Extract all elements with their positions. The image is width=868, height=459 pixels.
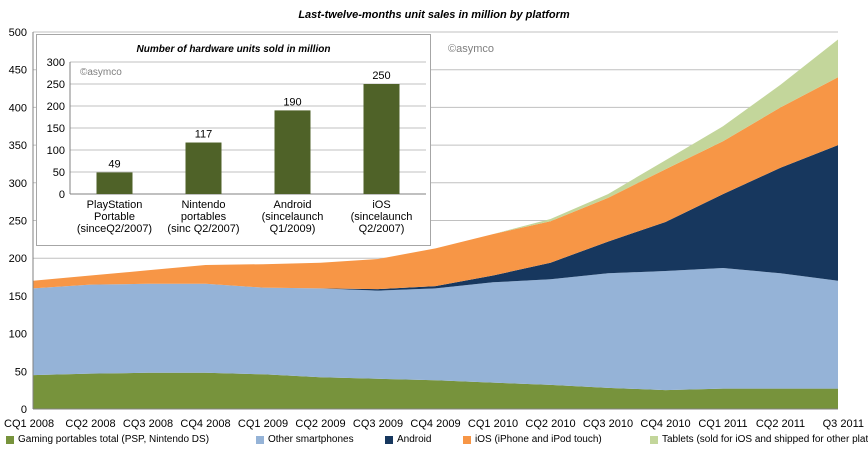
legend-swatch xyxy=(650,435,658,444)
inset-bar-3 xyxy=(363,84,400,194)
inset-category-label: (sincelaunch xyxy=(351,211,413,223)
y-tick-label: 350 xyxy=(9,140,27,152)
y-tick-label: 450 xyxy=(9,65,27,77)
y-tick-label: 0 xyxy=(21,404,27,416)
y-tick-label: 100 xyxy=(9,329,27,341)
legend-item: Other smartphones xyxy=(256,434,354,445)
x-tick-label: CQ1 2009 xyxy=(238,418,288,430)
inset-category-label: Nintendo xyxy=(181,199,225,211)
area-series-3 xyxy=(33,77,838,290)
area-series-1 xyxy=(33,268,838,391)
inset-category-label: (sinceQ2/2007) xyxy=(77,223,152,235)
inset-y-tick-label: 100 xyxy=(47,145,65,157)
inset-category-label: Q1/2009) xyxy=(270,223,316,235)
x-tick-label: CQ1 2010 xyxy=(468,418,518,430)
inset-bar-2 xyxy=(274,110,311,194)
x-tick-label: CQ3 2010 xyxy=(583,418,633,430)
x-tick-label: CQ2 2010 xyxy=(525,418,575,430)
area-series-2 xyxy=(33,145,838,291)
chart-legend: Gaming portables total (PSP, Nintendo DS… xyxy=(6,434,868,450)
inset-y-tick-label: 150 xyxy=(47,123,65,135)
inset-y-tick-label: 0 xyxy=(59,189,65,201)
inset-bar-1 xyxy=(185,142,222,194)
inset-category-label: Android xyxy=(274,199,312,211)
inset-y-tick-label: 50 xyxy=(53,167,65,179)
inset-data-label: 250 xyxy=(372,70,390,82)
area-series-0 xyxy=(33,372,838,409)
legend-swatch xyxy=(385,435,393,444)
chart-title: Last-twelve-months unit sales in million… xyxy=(298,9,570,21)
legend-label: Tablets (sold for iOS and shipped for ot… xyxy=(662,434,868,445)
legend-swatch xyxy=(6,435,14,444)
x-tick-label: CQ4 2008 xyxy=(180,418,230,430)
legend-item: Tablets (sold for iOS and shipped for ot… xyxy=(650,434,868,445)
y-tick-label: 500 xyxy=(9,27,27,39)
inset-category-label: Q2/2007) xyxy=(359,223,405,235)
inset-category-label: PlayStation xyxy=(87,199,143,211)
inset-category-label: (sinc Q2/2007) xyxy=(167,223,239,235)
legend-label: Other smartphones xyxy=(268,434,354,445)
legend-label: iOS (iPhone and iPod touch) xyxy=(475,434,602,445)
legend-item: Android xyxy=(385,434,431,445)
x-tick-label: CQ3 2008 xyxy=(123,418,173,430)
x-tick-label: CQ4 2010 xyxy=(640,418,690,430)
inset-category-label: iOS xyxy=(372,199,390,211)
legend-label: Android xyxy=(397,434,432,445)
inset-chart-title: Number of hardware units sold in million xyxy=(136,44,331,55)
inset-category-label: Portable xyxy=(94,211,135,223)
inset-data-label: 190 xyxy=(283,96,301,108)
area-series-4 xyxy=(33,39,838,281)
inset-y-tick-label: 200 xyxy=(47,101,65,113)
inset-category-label: portables xyxy=(181,211,227,223)
inset-y-tick-label: 300 xyxy=(47,57,65,69)
inset-category-label: (sincelaunch xyxy=(262,211,324,223)
inset-data-label: 49 xyxy=(108,158,120,170)
x-tick-label: CQ2 2009 xyxy=(295,418,345,430)
y-tick-label: 250 xyxy=(9,216,27,228)
y-tick-label: 400 xyxy=(9,102,27,114)
legend-item: Gaming portables total (PSP, Nintendo DS… xyxy=(6,434,209,445)
x-tick-label: CQ3 2009 xyxy=(353,418,403,430)
x-tick-label: CQ4 2009 xyxy=(410,418,460,430)
x-tick-label: CQ2 2011 xyxy=(756,418,805,430)
x-tick-label: CQ1 2008 xyxy=(4,418,54,430)
inset-y-tick-label: 250 xyxy=(47,79,65,91)
legend-label: Gaming portables total (PSP, Nintendo DS… xyxy=(18,434,210,445)
x-tick-label: Q3 2011 xyxy=(823,418,864,430)
watermark-main: ©asymco xyxy=(448,43,495,55)
y-tick-label: 50 xyxy=(15,366,27,378)
inset-data-label: 117 xyxy=(195,129,213,141)
y-tick-label: 150 xyxy=(9,291,27,303)
y-tick-label: 200 xyxy=(9,253,27,265)
x-tick-label: CQ1 2011 xyxy=(698,418,747,430)
legend-swatch xyxy=(463,435,471,444)
legend-swatch xyxy=(256,435,264,444)
x-tick-label: CQ2 2008 xyxy=(65,418,115,430)
legend-item: iOS (iPhone and iPod touch) xyxy=(463,434,602,445)
inset-bar-0 xyxy=(96,172,133,194)
watermark-inset: ©asymco xyxy=(80,67,122,78)
y-tick-label: 300 xyxy=(9,178,27,190)
